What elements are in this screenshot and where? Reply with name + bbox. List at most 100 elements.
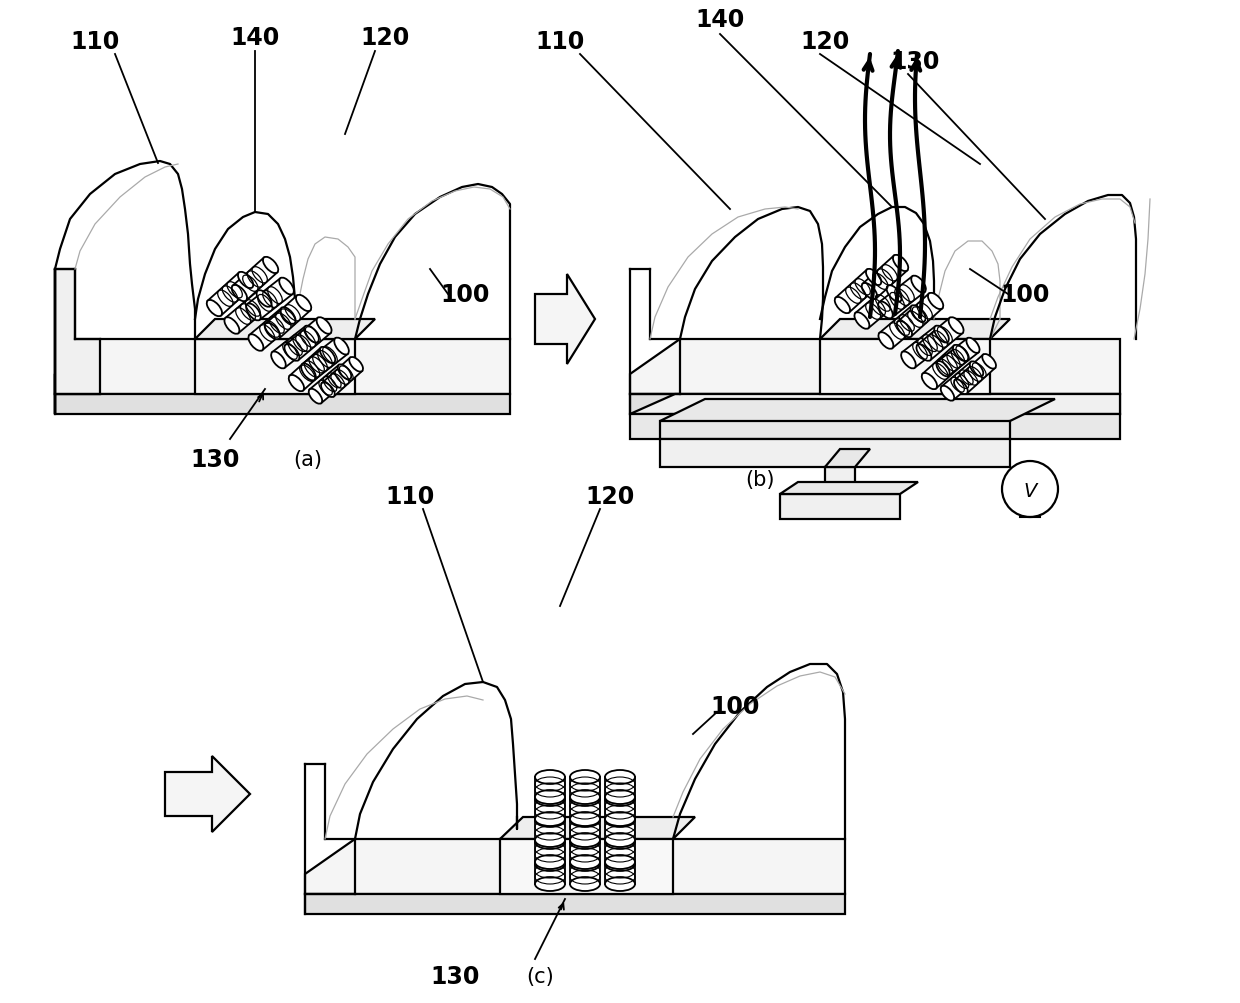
Ellipse shape bbox=[605, 792, 635, 806]
Polygon shape bbox=[941, 362, 982, 401]
Ellipse shape bbox=[928, 294, 944, 310]
Ellipse shape bbox=[605, 813, 635, 827]
Ellipse shape bbox=[605, 770, 635, 784]
Ellipse shape bbox=[265, 324, 280, 340]
Ellipse shape bbox=[301, 364, 316, 381]
Ellipse shape bbox=[970, 362, 983, 377]
Polygon shape bbox=[605, 865, 635, 884]
Polygon shape bbox=[534, 777, 565, 797]
Polygon shape bbox=[605, 799, 635, 819]
Ellipse shape bbox=[534, 812, 565, 826]
Polygon shape bbox=[285, 319, 331, 361]
Ellipse shape bbox=[897, 322, 913, 338]
Polygon shape bbox=[570, 777, 600, 797]
Polygon shape bbox=[903, 327, 947, 368]
Text: 110: 110 bbox=[71, 30, 119, 54]
Polygon shape bbox=[305, 894, 844, 914]
Polygon shape bbox=[660, 439, 1011, 467]
Ellipse shape bbox=[534, 770, 565, 784]
Text: 130: 130 bbox=[190, 447, 239, 471]
Ellipse shape bbox=[570, 790, 600, 804]
Polygon shape bbox=[605, 777, 635, 797]
Polygon shape bbox=[923, 346, 967, 389]
Polygon shape bbox=[233, 258, 278, 301]
Text: 100: 100 bbox=[1001, 283, 1050, 307]
Ellipse shape bbox=[335, 338, 348, 355]
Polygon shape bbox=[918, 319, 962, 361]
Polygon shape bbox=[247, 279, 293, 321]
Ellipse shape bbox=[605, 856, 635, 870]
Text: (a): (a) bbox=[294, 449, 322, 469]
Polygon shape bbox=[856, 287, 900, 329]
Ellipse shape bbox=[901, 352, 916, 369]
Polygon shape bbox=[825, 467, 856, 510]
Ellipse shape bbox=[232, 286, 247, 302]
Ellipse shape bbox=[893, 256, 908, 272]
Polygon shape bbox=[208, 273, 252, 316]
Polygon shape bbox=[605, 843, 635, 863]
Ellipse shape bbox=[224, 318, 239, 334]
Polygon shape bbox=[265, 296, 310, 339]
Polygon shape bbox=[303, 339, 347, 380]
Polygon shape bbox=[55, 270, 100, 394]
Ellipse shape bbox=[296, 296, 311, 312]
Ellipse shape bbox=[534, 790, 565, 804]
Ellipse shape bbox=[534, 856, 565, 870]
Ellipse shape bbox=[570, 813, 600, 827]
Text: 120: 120 bbox=[585, 484, 635, 509]
Polygon shape bbox=[55, 340, 510, 394]
Ellipse shape bbox=[337, 365, 351, 380]
Text: 120: 120 bbox=[361, 26, 409, 50]
Ellipse shape bbox=[272, 352, 285, 369]
Polygon shape bbox=[195, 340, 355, 394]
Ellipse shape bbox=[570, 792, 600, 806]
Polygon shape bbox=[310, 365, 351, 403]
Polygon shape bbox=[780, 482, 918, 494]
Ellipse shape bbox=[605, 812, 635, 826]
Ellipse shape bbox=[949, 318, 963, 334]
Polygon shape bbox=[820, 340, 990, 394]
Text: 100: 100 bbox=[711, 694, 760, 718]
Text: 120: 120 bbox=[800, 30, 849, 54]
Ellipse shape bbox=[605, 858, 635, 872]
Ellipse shape bbox=[605, 790, 635, 804]
Text: 140: 140 bbox=[231, 26, 280, 50]
Ellipse shape bbox=[570, 833, 600, 848]
Text: (b): (b) bbox=[745, 469, 775, 489]
Ellipse shape bbox=[321, 383, 335, 397]
Polygon shape bbox=[660, 399, 1055, 421]
Polygon shape bbox=[322, 358, 362, 397]
Polygon shape bbox=[863, 256, 908, 299]
Polygon shape bbox=[249, 309, 295, 351]
Polygon shape bbox=[836, 270, 880, 313]
Polygon shape bbox=[605, 820, 635, 841]
Ellipse shape bbox=[534, 833, 565, 848]
Ellipse shape bbox=[534, 878, 565, 891]
Polygon shape bbox=[630, 414, 1120, 439]
Ellipse shape bbox=[247, 304, 260, 321]
Ellipse shape bbox=[911, 277, 926, 293]
Polygon shape bbox=[195, 320, 374, 340]
Polygon shape bbox=[534, 820, 565, 841]
Ellipse shape bbox=[878, 302, 893, 319]
Polygon shape bbox=[630, 340, 1120, 394]
Ellipse shape bbox=[910, 306, 925, 323]
Text: 110: 110 bbox=[386, 484, 435, 509]
Polygon shape bbox=[820, 320, 1011, 340]
Ellipse shape bbox=[289, 375, 304, 392]
Polygon shape bbox=[226, 292, 270, 334]
Ellipse shape bbox=[570, 858, 600, 872]
Polygon shape bbox=[305, 840, 844, 894]
Ellipse shape bbox=[350, 358, 363, 372]
Text: 140: 140 bbox=[696, 8, 745, 32]
Ellipse shape bbox=[605, 833, 635, 848]
Ellipse shape bbox=[316, 318, 331, 334]
Polygon shape bbox=[534, 843, 565, 863]
Polygon shape bbox=[825, 449, 870, 467]
Polygon shape bbox=[570, 843, 600, 863]
Ellipse shape bbox=[866, 270, 882, 286]
Ellipse shape bbox=[835, 298, 851, 314]
Polygon shape bbox=[898, 294, 942, 337]
Ellipse shape bbox=[534, 835, 565, 850]
Polygon shape bbox=[500, 840, 673, 894]
